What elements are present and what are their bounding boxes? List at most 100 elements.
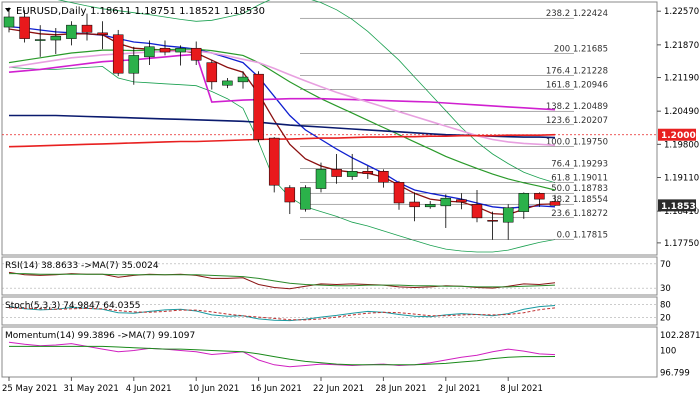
- candle-body: [128, 55, 140, 74]
- fib-label: 23.6 1.18272: [551, 209, 608, 219]
- price-tick-label: 1.17750: [664, 239, 699, 249]
- candle-body: [487, 220, 498, 222]
- candle-body: [190, 47, 202, 61]
- candle-body: [518, 193, 530, 212]
- momentum-panel: 102.2871 100 96.799 Momentum(14) 99.3896 -…: [1, 326, 700, 378]
- fib-label: 238.2 1.22424: [546, 9, 608, 19]
- level-label: 20: [660, 314, 671, 324]
- price-tick-label: 1.21190: [664, 74, 699, 84]
- fib-label: 50.0 1.18783: [551, 184, 608, 194]
- current-price-label: 1.18530: [661, 202, 700, 212]
- candle-body: [409, 201, 420, 208]
- level-tag: [658, 128, 696, 141]
- level-label: 70: [660, 260, 671, 270]
- candle-body: [19, 16, 30, 39]
- axis-label: 100: [660, 346, 676, 356]
- candle-body: [222, 80, 233, 86]
- candle-body: [534, 193, 545, 200]
- fib-label: 100.0 1.19750: [546, 138, 608, 148]
- fib-label: 0.0 1.17815: [557, 231, 608, 241]
- candle-body: [34, 39, 46, 41]
- rsi-title: RSI(14) 38.8633 ->MA(7) 35.0024: [5, 261, 159, 271]
- indicator-line: [9, 345, 556, 366]
- fib-label: 123.6 1.20207: [546, 116, 608, 126]
- candle-body: [97, 32, 108, 36]
- candle-body: [50, 35, 62, 41]
- time-tick-label: 8 Jul 2021: [500, 384, 543, 394]
- stoch-title: Stoch(5,3,3) 74.9847 64.0355: [5, 301, 140, 311]
- price-axis: 1.22570 1.21870 1.21190 1.20490 1.19800 1.191…: [657, 7, 700, 249]
- fib-label: 38.2 1.18554: [551, 195, 608, 205]
- moving-average: [8, 133, 556, 148]
- candle-body: [175, 47, 186, 53]
- level-label: 30: [660, 284, 671, 294]
- candle-body: [144, 46, 155, 58]
- dropdown-triangle-icon: [5, 8, 11, 12]
- moving-average: [8, 50, 556, 147]
- candle-body: [237, 76, 249, 83]
- time-tick-label: 22 Jun 2021: [313, 384, 364, 394]
- chart-ohlc: 1.18611 1.18751 1.18521 1.18530: [90, 6, 265, 17]
- fib-label: 161.8 1.20946: [546, 80, 608, 90]
- indicator-line: [8, 307, 556, 321]
- price-tick-label: 1.21870: [664, 41, 699, 51]
- candle-body: [549, 201, 561, 206]
- price-tick-label: 1.18410: [664, 207, 699, 217]
- candle-body: [159, 47, 171, 53]
- fib-label: 200 1.21685: [554, 45, 608, 55]
- moving-average: [8, 48, 556, 191]
- candles: [3, 7, 561, 240]
- candle-body: [268, 137, 280, 186]
- candle-body: [284, 187, 296, 203]
- time-axis: 25 May 2021 31 May 2021 4 Jun 2021 10 Jun 2…: [2, 377, 543, 394]
- chart-symbol: EURUSD,Daily: [16, 6, 87, 17]
- moving-average: [8, 53, 556, 111]
- candle-body: [300, 187, 311, 210]
- time-tick-label: 10 Jun 2021: [188, 384, 239, 394]
- candle-body: [440, 197, 452, 207]
- candle-body: [81, 24, 93, 33]
- candle-body: [456, 199, 467, 203]
- price-tick-label: 1.19110: [664, 174, 699, 184]
- rsi-panel: 70 30 RSI(14) 38.8633 ->MA(7) 35.0024: [1, 256, 671, 296]
- time-tick-label: 28 Jun 2021: [375, 384, 426, 394]
- level-tag-label: 1.20000: [661, 131, 700, 141]
- time-tick-label: 16 Jun 2021: [251, 384, 302, 394]
- fib-label: 138.2 1.20489: [546, 102, 608, 112]
- candle-body: [112, 34, 124, 74]
- price-tick-label: 1.20490: [664, 107, 699, 117]
- candle-body: [253, 73, 264, 140]
- candle-body: [378, 171, 389, 183]
- candle-body: [424, 204, 436, 208]
- time-tick-label: 25 May 2021: [2, 384, 57, 394]
- current-price-tag: [658, 199, 696, 212]
- fib-label: 61.8 1.19011: [551, 173, 608, 183]
- candle-body: [3, 16, 15, 28]
- fib-label: 176.4 1.21228: [546, 67, 608, 77]
- candle-body: [346, 171, 358, 177]
- fibonacci-levels: 238.2 1.22424 200 1.21685 176.4 1.21228 161…: [2, 9, 657, 241]
- candle-body: [393, 182, 405, 204]
- price-tick-label: 1.22570: [664, 7, 699, 17]
- bollinger-lower: [8, 66, 556, 253]
- bollinger-bands: [8, 0, 556, 253]
- time-tick-label: 2 Jul 2021: [438, 384, 481, 394]
- momentum-plot: 102.2871 100 96.799: [8, 331, 700, 378]
- candle-body: [502, 207, 514, 223]
- candle-body: [331, 169, 342, 177]
- fib-label: 76.4 1.19293: [551, 160, 608, 170]
- candle-body: [206, 62, 218, 83]
- indicator-line: [8, 341, 556, 368]
- candle-body: [471, 204, 483, 219]
- price-tick-label: 1.19800: [664, 140, 699, 150]
- candle-body: [66, 24, 77, 39]
- rsi-plot: 70 30: [2, 260, 671, 294]
- candle-body: [315, 169, 327, 189]
- price-panel: 238.2 1.22424 200 1.21685 176.4 1.21228 161…: [1, 0, 700, 256]
- level-label: 80: [660, 300, 671, 310]
- candle-body: [362, 171, 374, 174]
- axis-label: 102.2871: [660, 331, 700, 341]
